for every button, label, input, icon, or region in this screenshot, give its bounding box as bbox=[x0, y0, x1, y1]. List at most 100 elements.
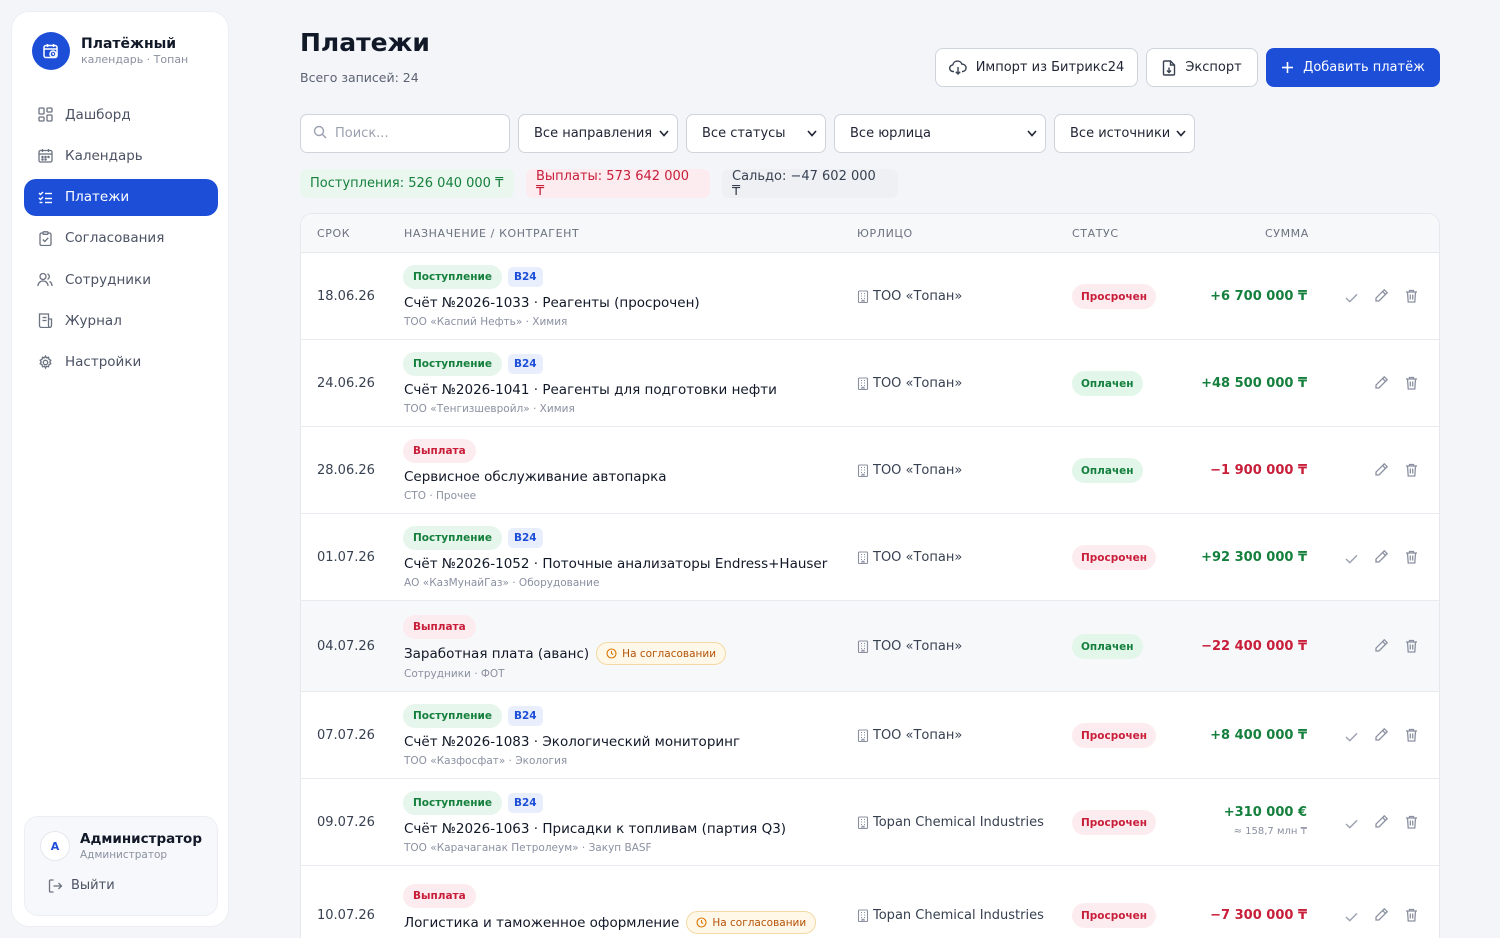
counterparty: ТОО «Каспий Нефть» · Химия bbox=[404, 316, 568, 328]
delete-button[interactable] bbox=[1403, 639, 1419, 655]
payment-title[interactable]: Счёт №2026-1083 · Экологический монитори… bbox=[404, 734, 741, 750]
counterparty: Сотрудники · ФОТ bbox=[404, 668, 505, 680]
approval-label: На согласовании bbox=[712, 916, 807, 929]
payment-title[interactable]: Сервисное обслуживание автопарка bbox=[404, 469, 667, 485]
trash-icon bbox=[1405, 549, 1418, 568]
source-select[interactable]: Все источники bbox=[1054, 114, 1195, 153]
sidebar-item-settings[interactable]: Настройки bbox=[24, 344, 218, 381]
payment-title[interactable]: Счёт №2026-1033 · Реагенты (просрочен) bbox=[404, 295, 700, 311]
table-row[interactable]: 07.07.26 Поступление B24 Счёт №2026-1083 · … bbox=[301, 692, 1439, 779]
file-export-icon bbox=[1162, 59, 1176, 76]
edit-button[interactable] bbox=[1373, 288, 1389, 305]
avatar[interactable]: A bbox=[40, 831, 70, 861]
gear-icon bbox=[37, 354, 53, 370]
amount-converted: ≈ 158,7 млн ₸ bbox=[1233, 826, 1307, 837]
trash-icon bbox=[1405, 288, 1418, 307]
status-select[interactable]: Все статусы bbox=[686, 114, 826, 153]
counterparty: ТОО «Казфосфат» · Экология bbox=[404, 755, 568, 767]
mark-paid-button[interactable] bbox=[1343, 728, 1359, 744]
header-legal[interactable]: ЮРЛИЦО bbox=[857, 227, 913, 240]
delete-button[interactable] bbox=[1403, 289, 1419, 305]
pencil-icon bbox=[1374, 549, 1389, 568]
pencil-icon bbox=[1374, 907, 1389, 926]
payment-amount: +6 700 000 ₸ bbox=[1210, 289, 1307, 304]
trash-icon bbox=[1405, 638, 1418, 657]
mark-paid-button[interactable] bbox=[1343, 815, 1359, 831]
add-payment-button[interactable]: Добавить платёж bbox=[1266, 48, 1440, 87]
sidebar-item-journal[interactable]: Журнал bbox=[24, 302, 218, 339]
import-bitrix-label: Импорт из Битрикс24 bbox=[975, 60, 1125, 75]
mark-paid-button[interactable] bbox=[1343, 550, 1359, 566]
delete-button[interactable] bbox=[1403, 550, 1419, 566]
delete-button[interactable] bbox=[1403, 815, 1419, 831]
records-count: Всего записей: 24 bbox=[300, 70, 419, 85]
brand[interactable]: Платёжный календарь · Топан bbox=[32, 32, 188, 70]
table-row[interactable]: 01.07.26 Поступление B24 Счёт №2026-1052 · … bbox=[301, 514, 1439, 601]
table-row[interactable]: 24.06.26 Поступление B24 Счёт №2026-1041 · … bbox=[301, 340, 1439, 427]
header-amount[interactable]: СУММА bbox=[1265, 227, 1309, 240]
payment-title[interactable]: Логистика и таможенное оформление bbox=[404, 914, 680, 931]
edit-button[interactable] bbox=[1373, 638, 1389, 657]
payment-title[interactable]: Счёт №2026-1041 · Реагенты для подготовк… bbox=[404, 382, 777, 398]
delete-button[interactable] bbox=[1403, 908, 1419, 924]
payment-amount: +8 400 000 ₸ bbox=[1210, 728, 1307, 743]
building-icon bbox=[857, 909, 869, 922]
chevron-down-icon bbox=[1176, 126, 1186, 141]
export-button[interactable]: Экспорт bbox=[1146, 48, 1258, 87]
table-row[interactable]: 09.07.26 Поступление B24 Счёт №2026-1063 · … bbox=[301, 779, 1439, 866]
table-row[interactable]: 04.07.26 Выплата Заработная плата (аванс) Н… bbox=[301, 601, 1439, 692]
edit-button[interactable] bbox=[1373, 727, 1389, 744]
payment-title[interactable]: Счёт №2026-1052 · Поточные анализаторы E… bbox=[404, 556, 828, 572]
mark-paid-button[interactable] bbox=[1343, 289, 1359, 305]
payment-title[interactable]: Счёт №2026-1063 · Присадки к топливам (п… bbox=[404, 821, 787, 837]
table-row[interactable]: 10.07.26 Выплата Логистика и таможенное оф… bbox=[301, 866, 1439, 938]
table-header: СРОК НАЗНАЧЕНИЕ / КОНТРАГЕНТ ЮРЛИЦО СТАТ… bbox=[301, 214, 1439, 253]
import-bitrix-button[interactable]: Импорт из Битрикс24 bbox=[935, 48, 1138, 87]
sidebar-item-approvals[interactable]: Согласования bbox=[24, 220, 218, 257]
payment-amount: −1 900 000 ₸ bbox=[1210, 463, 1307, 478]
dashboard-icon bbox=[37, 107, 53, 123]
add-payment-label: Добавить платёж bbox=[1303, 60, 1425, 75]
payment-amount: +310 000 € bbox=[1223, 805, 1307, 820]
trash-icon bbox=[1405, 375, 1418, 394]
table-row[interactable]: 28.06.26 Выплата Сервисное обслуживание ав… bbox=[301, 427, 1439, 514]
approval-badge: На согласовании bbox=[596, 642, 727, 665]
direction-select[interactable]: Все направления bbox=[518, 114, 678, 153]
income-summary: Поступления: 526 040 000 ₸ bbox=[300, 169, 514, 198]
sidebar-item-payments[interactable]: Платежи bbox=[24, 178, 218, 216]
header-purpose[interactable]: НАЗНАЧЕНИЕ / КОНТРАГЕНТ bbox=[404, 227, 580, 240]
status-badge: Оплачен bbox=[1072, 371, 1143, 396]
header-status[interactable]: СТАТУС bbox=[1072, 227, 1119, 240]
source-select-value: Все источники bbox=[1070, 126, 1171, 141]
header-date[interactable]: СРОК bbox=[317, 227, 351, 240]
delete-button[interactable] bbox=[1403, 728, 1419, 744]
sidebar-item-employees[interactable]: Сотрудники bbox=[24, 261, 218, 298]
edit-button[interactable] bbox=[1373, 907, 1389, 926]
pencil-icon bbox=[1374, 375, 1389, 394]
search-input[interactable] bbox=[335, 126, 495, 141]
sidebar-item-calendar[interactable]: Календарь bbox=[24, 137, 218, 174]
delete-button[interactable] bbox=[1403, 463, 1419, 479]
pencil-icon bbox=[1374, 638, 1389, 657]
logout-button[interactable]: Выйти bbox=[48, 878, 115, 893]
edit-button[interactable] bbox=[1373, 549, 1389, 568]
table-row[interactable]: 18.06.26 Поступление B24 Счёт №2026-1033 · … bbox=[301, 253, 1439, 340]
payment-amount: +48 500 000 ₸ bbox=[1201, 376, 1307, 391]
legal-entity-select[interactable]: Все юрлица bbox=[834, 114, 1046, 153]
row-date: 24.06.26 bbox=[317, 376, 375, 391]
pencil-icon bbox=[1374, 814, 1389, 833]
payment-title[interactable]: Заработная плата (аванс) bbox=[404, 645, 590, 662]
delete-button[interactable] bbox=[1403, 376, 1419, 392]
mark-paid-button[interactable] bbox=[1343, 908, 1359, 924]
sidebar-item-dashboard[interactable]: Дашборд bbox=[24, 96, 218, 133]
edit-button[interactable] bbox=[1373, 375, 1389, 394]
user-name: Администратор bbox=[80, 831, 202, 847]
legal-entity: Topan Chemical Industries bbox=[873, 815, 1044, 830]
chevron-down-icon bbox=[807, 126, 817, 141]
legal-entity: ТОО «Топан» bbox=[873, 550, 963, 565]
search-box bbox=[300, 114, 510, 153]
direction-badge: Выплата bbox=[403, 615, 476, 639]
edit-button[interactable] bbox=[1373, 814, 1389, 833]
plus-icon bbox=[1281, 61, 1294, 74]
edit-button[interactable] bbox=[1373, 462, 1389, 479]
